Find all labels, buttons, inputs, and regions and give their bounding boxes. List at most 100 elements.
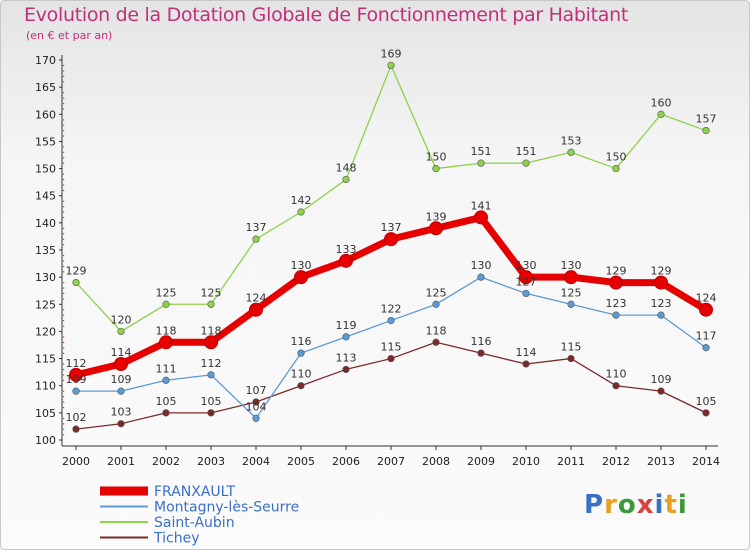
data-label: 139	[426, 210, 447, 223]
y-minor-tick	[63, 227, 65, 229]
x-tick-label: 2000	[62, 455, 90, 468]
y-tick-label: 135	[35, 244, 56, 257]
y-minor-tick	[63, 173, 65, 175]
y-minor-tick	[63, 157, 65, 159]
y-minor-tick	[63, 75, 65, 77]
data-point	[297, 208, 305, 216]
x-tick-label: 2012	[602, 455, 630, 468]
y-minor-tick	[63, 97, 65, 99]
y-minor-tick	[63, 298, 65, 300]
data-label: 114	[516, 346, 537, 359]
y-minor-tick	[63, 184, 65, 186]
y-tick-label: 165	[35, 81, 56, 94]
y-minor-tick	[63, 287, 65, 289]
y-minor-tick	[63, 363, 65, 365]
y-minor-tick	[63, 216, 65, 219]
data-label: 118	[156, 324, 177, 337]
y-minor-tick	[63, 406, 65, 409]
data-point	[519, 270, 533, 285]
x-tick-label: 2006	[332, 455, 360, 468]
data-label: 110	[606, 368, 627, 381]
data-point	[657, 387, 665, 395]
data-label: 123	[651, 297, 672, 310]
data-point	[69, 367, 83, 382]
y-tick-label: 125	[35, 298, 56, 311]
y-minor-tick	[63, 206, 65, 208]
y-minor-tick	[63, 401, 65, 403]
data-point	[387, 61, 395, 70]
data-label: 137	[246, 221, 267, 234]
data-label: 103	[111, 406, 132, 419]
x-tick-label: 2001	[107, 455, 135, 468]
data-point	[657, 311, 665, 319]
data-label: 125	[201, 286, 222, 299]
data-point	[702, 409, 710, 417]
data-point	[612, 311, 620, 319]
data-point	[432, 164, 440, 173]
data-point	[612, 382, 620, 390]
y-tick-label: 100	[35, 434, 56, 447]
data-point	[207, 371, 215, 379]
data-point	[567, 300, 575, 308]
y-tick-label: 105	[35, 407, 56, 420]
data-point	[477, 273, 485, 281]
y-tick-label: 110	[35, 380, 56, 393]
data-label: 150	[426, 151, 447, 164]
data-label: 105	[156, 395, 177, 408]
y-minor-tick	[63, 162, 65, 164]
data-label: 123	[606, 297, 627, 310]
data-label: 150	[606, 151, 627, 164]
data-label: 116	[471, 335, 492, 348]
y-minor-tick	[63, 374, 65, 376]
x-tick-label: 2004	[242, 455, 270, 468]
y-tick-label: 150	[35, 163, 56, 176]
data-point	[204, 335, 218, 350]
y-minor-tick	[63, 368, 65, 371]
y-minor-tick	[63, 396, 65, 398]
y-minor-tick	[63, 211, 65, 213]
y-minor-tick	[63, 102, 65, 105]
data-label: 104	[246, 400, 267, 413]
y-minor-tick	[63, 352, 65, 354]
data-label: 120	[111, 313, 132, 326]
data-label: 109	[651, 373, 672, 386]
data-label: 113	[336, 351, 357, 364]
x-tick-label: 2003	[197, 455, 225, 468]
data-label: 148	[336, 161, 357, 174]
data-label: 116	[291, 335, 312, 348]
data-point	[477, 349, 485, 357]
y-tick-label: 170	[35, 54, 56, 67]
data-point	[522, 289, 530, 298]
data-label: 117	[696, 330, 717, 343]
data-label: 130	[471, 259, 492, 272]
data-point	[384, 232, 398, 247]
data-point	[207, 409, 215, 417]
y-minor-tick	[63, 200, 65, 202]
data-point	[522, 159, 530, 167]
data-point	[342, 175, 350, 184]
data-label: 111	[156, 362, 177, 375]
data-point	[162, 300, 170, 308]
data-label: 129	[606, 265, 627, 278]
y-minor-tick	[63, 130, 65, 132]
data-point	[117, 327, 125, 336]
y-minor-tick	[63, 282, 65, 284]
chart-title: Evolution de la Dotation Globale de Fonc…	[24, 4, 629, 26]
data-point	[159, 335, 173, 350]
y-minor-tick	[63, 178, 65, 181]
y-minor-tick	[63, 238, 65, 240]
data-label: 124	[696, 292, 717, 305]
y-minor-tick	[63, 81, 65, 83]
y-minor-tick	[63, 254, 65, 257]
y-tick-label: 140	[35, 217, 56, 230]
data-label: 151	[471, 145, 492, 158]
y-tick-label: 115	[35, 353, 56, 366]
data-point	[699, 302, 713, 317]
data-point	[252, 235, 260, 243]
data-point	[432, 300, 440, 308]
data-label: 157	[696, 113, 717, 126]
data-point	[387, 354, 395, 363]
data-label: 137	[381, 221, 402, 234]
data-point	[654, 275, 668, 290]
data-label: 127	[516, 275, 537, 288]
